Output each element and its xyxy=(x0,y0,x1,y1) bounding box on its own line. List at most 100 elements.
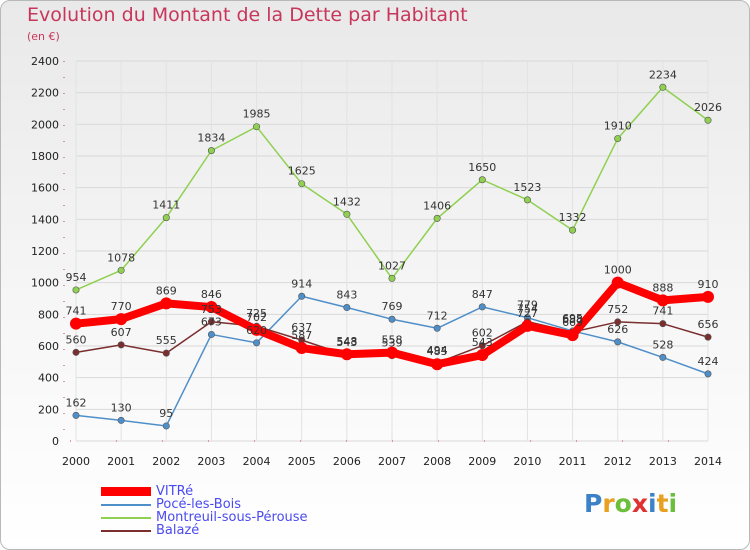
x-tick-label: 2005 xyxy=(288,455,316,468)
data-label: 162 xyxy=(66,396,87,409)
data-label: 494 xyxy=(427,344,448,357)
data-point xyxy=(207,330,215,338)
data-label: 587 xyxy=(291,329,312,342)
data-point xyxy=(117,341,125,349)
data-label: 539 xyxy=(382,337,403,350)
data-point xyxy=(298,292,306,300)
x-tick-label: 2004 xyxy=(243,455,271,468)
data-label: 754 xyxy=(517,303,538,316)
x-tick-label: 2014 xyxy=(694,455,722,468)
data-label: 1406 xyxy=(423,199,451,212)
data-point xyxy=(476,349,489,362)
data-label: 769 xyxy=(382,300,403,313)
data-label: 602 xyxy=(472,327,493,340)
x-tick-label: 2011 xyxy=(559,455,587,468)
data-point xyxy=(521,319,534,332)
data-point xyxy=(72,411,80,419)
data-label: 702 xyxy=(246,311,267,324)
data-label: 1523 xyxy=(513,181,541,194)
data-label: 888 xyxy=(652,281,673,294)
data-point xyxy=(478,176,486,184)
data-label: 869 xyxy=(156,284,177,297)
data-point xyxy=(115,313,128,326)
data-label: 846 xyxy=(201,288,222,301)
data-point xyxy=(478,342,486,350)
y-tick-label: 600 xyxy=(38,340,59,353)
data-label: 607 xyxy=(111,326,132,339)
data-point xyxy=(70,317,82,330)
data-label: 2026 xyxy=(694,101,722,114)
data-point xyxy=(704,116,712,124)
data-point xyxy=(478,303,486,311)
data-label: 741 xyxy=(66,305,87,318)
data-point xyxy=(117,266,125,274)
y-tick-label: 2200 xyxy=(31,87,59,100)
y-tick-label: 0 xyxy=(52,435,59,448)
data-label: 528 xyxy=(652,338,673,351)
data-point xyxy=(704,370,712,378)
data-label: 770 xyxy=(111,300,132,313)
data-point xyxy=(386,346,398,359)
data-point xyxy=(388,274,396,282)
data-point xyxy=(72,286,80,294)
data-point xyxy=(253,123,261,131)
x-tick-label: 2010 xyxy=(513,455,541,468)
y-tick-label: 1800 xyxy=(31,150,59,163)
chart-title: Evolution du Montant de la Dette par Hab… xyxy=(27,4,468,26)
data-point xyxy=(702,290,714,303)
x-tick-label: 2003 xyxy=(197,455,225,468)
data-label: 1625 xyxy=(288,165,316,178)
data-label: 555 xyxy=(156,334,177,347)
legend-swatch-poce xyxy=(101,504,151,506)
data-label: 558 xyxy=(382,334,403,347)
data-point xyxy=(160,297,173,310)
data-label: 843 xyxy=(336,289,357,302)
data-point xyxy=(162,349,170,357)
data-label: 1432 xyxy=(333,195,361,208)
data-label: 1000 xyxy=(604,264,632,277)
data-point xyxy=(659,353,667,361)
data-label: 1411 xyxy=(152,199,180,212)
data-point xyxy=(704,333,712,341)
x-tick-label: 2008 xyxy=(423,455,451,468)
y-tick-label: 1600 xyxy=(31,182,59,195)
data-point xyxy=(523,196,531,204)
x-tick-label: 2000 xyxy=(62,455,90,468)
data-label: 753 xyxy=(201,303,222,316)
data-point xyxy=(205,301,218,314)
data-point xyxy=(343,304,351,312)
data-point xyxy=(569,226,577,234)
data-label: 424 xyxy=(698,355,719,368)
y-tick-label: 1000 xyxy=(31,277,59,290)
x-tick-label: 2013 xyxy=(649,455,677,468)
data-label: 130 xyxy=(111,401,132,414)
data-label: 695 xyxy=(562,312,583,325)
data-label: 2234 xyxy=(649,68,677,81)
data-point xyxy=(117,416,125,424)
data-point xyxy=(611,276,624,289)
y-tick-label: 1200 xyxy=(31,245,59,258)
data-label: 954 xyxy=(66,271,87,284)
legend-swatch-montreuil xyxy=(101,517,151,519)
y-tick-label: 2000 xyxy=(31,118,59,131)
data-point xyxy=(614,135,622,143)
data-point xyxy=(614,318,622,326)
y-tick-label: 2400 xyxy=(31,55,59,68)
data-label: 485 xyxy=(427,345,448,358)
data-point xyxy=(433,324,441,332)
legend-label-montreuil: Montreuil-sous-Pérouse xyxy=(156,510,308,525)
x-tick-label: 2001 xyxy=(107,455,135,468)
data-label: 1027 xyxy=(378,259,406,272)
data-point xyxy=(659,320,667,328)
data-label: 741 xyxy=(652,305,673,318)
data-point xyxy=(207,147,215,155)
y-tick-label: 1400 xyxy=(31,213,59,226)
data-label: 752 xyxy=(607,303,628,316)
data-point xyxy=(343,210,351,218)
x-tick-label: 2012 xyxy=(604,455,632,468)
data-label: 637 xyxy=(291,321,312,334)
data-label: 543 xyxy=(336,336,357,349)
data-label: 1834 xyxy=(197,132,225,145)
